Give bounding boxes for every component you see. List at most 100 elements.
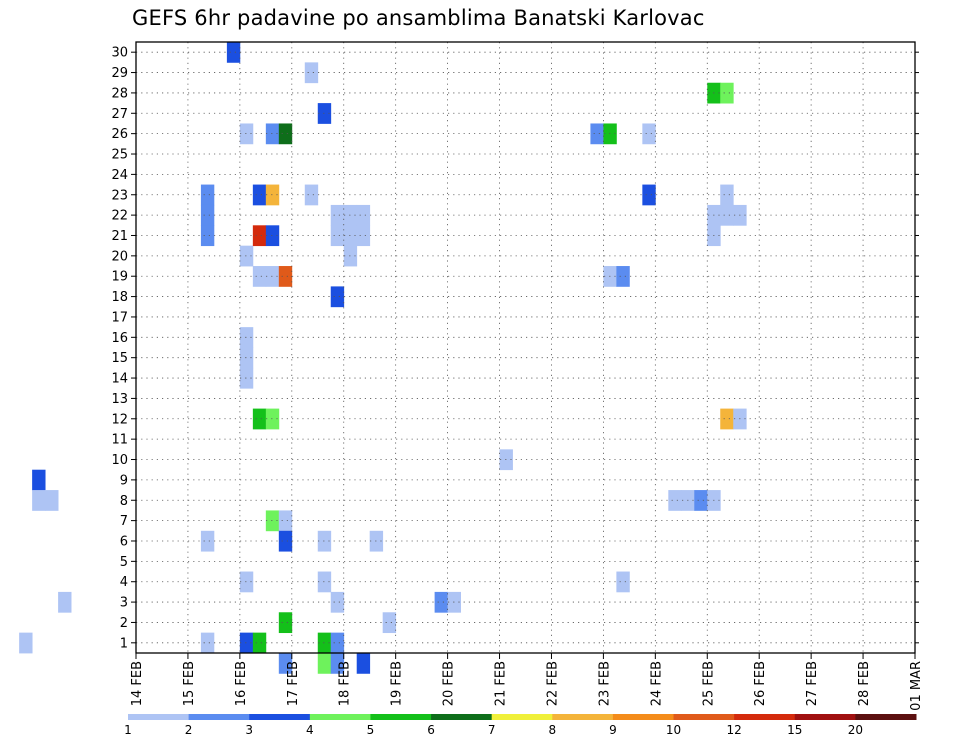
y-tick-label: 26 [111, 127, 128, 142]
legend-label: 3 [245, 723, 253, 737]
precip-cell [265, 123, 280, 145]
precip-cell [616, 571, 630, 593]
precip-cell [200, 530, 215, 552]
y-tick-label: 8 [120, 494, 128, 509]
legend-label: 4 [306, 723, 314, 737]
y-tick-label: 25 [111, 148, 128, 163]
legend-label: 7 [488, 723, 496, 737]
legend-swatch [128, 714, 190, 720]
precip-cell [278, 266, 293, 287]
precip-cell [668, 490, 682, 511]
precip-cell [330, 204, 345, 226]
precip-cell [200, 184, 215, 206]
legend-swatch [673, 714, 735, 720]
x-tick-label: 24 FEB [649, 661, 664, 706]
y-tick-label: 15 [111, 351, 128, 366]
precip-cell [252, 225, 267, 247]
precip-cell [252, 184, 267, 206]
legend-swatch [309, 714, 371, 720]
precip-cell [265, 408, 280, 430]
x-tick-label: 17 FEB [286, 661, 301, 706]
precip-cell [317, 103, 332, 124]
precip-cell [616, 266, 630, 287]
legend-label: 15 [787, 723, 802, 737]
precip-cell [239, 347, 254, 369]
y-tick-label: 5 [120, 555, 128, 570]
precip-cell [278, 123, 293, 145]
precip-cell [265, 225, 280, 247]
precip-cell [356, 204, 371, 226]
y-tick-label: 14 [111, 372, 128, 387]
precip-cell [239, 367, 254, 389]
y-tick-label: 9 [120, 473, 128, 488]
x-tick-label: 21 FEB [494, 661, 509, 706]
legend-swatch [491, 714, 553, 720]
x-tick-label: 27 FEB [805, 661, 820, 706]
legend-label: 20 [848, 723, 863, 737]
precip-cell [720, 204, 734, 226]
y-tick-label: 27 [111, 107, 128, 122]
x-tick-label: 16 FEB [234, 661, 249, 706]
y-tick-label: 29 [111, 66, 128, 81]
legend-label: 8 [548, 723, 556, 737]
precip-cell [330, 591, 345, 613]
x-tick-label: 01 MAR [909, 661, 924, 711]
precip-cell [356, 225, 371, 247]
y-tick-label: 23 [111, 188, 128, 203]
x-tick-label: 19 FEB [390, 661, 405, 706]
x-tick-label: 20 FEB [442, 661, 457, 706]
precip-cell [343, 245, 358, 267]
precip-cell [317, 571, 332, 593]
precip-cell [304, 62, 319, 84]
precip-cell [304, 184, 319, 206]
y-tick-label: 22 [111, 209, 128, 224]
precip-cell [278, 510, 293, 532]
precip-cell [58, 591, 72, 613]
precip-cell [434, 591, 448, 613]
y-tick-label: 11 [111, 433, 128, 448]
legend-label: 5 [367, 723, 375, 737]
y-tick-label: 16 [111, 331, 128, 346]
legend-swatch [855, 714, 917, 720]
legend-swatch [188, 714, 250, 720]
precip-cell [19, 632, 33, 654]
precip-cell [720, 184, 734, 206]
precip-cell [226, 42, 241, 63]
legend-swatch [612, 714, 675, 720]
x-tick-label: 14 FEB [130, 661, 145, 706]
x-tick-label: 26 FEB [753, 661, 768, 706]
y-tick-label: 13 [111, 392, 128, 407]
precip-cell [265, 184, 280, 206]
y-tick-label: 4 [120, 575, 128, 590]
precip-cell [239, 245, 254, 267]
precip-cell [642, 184, 656, 206]
y-tick-label: 21 [111, 229, 128, 244]
precip-cell [317, 632, 332, 654]
precip-cell [45, 490, 59, 511]
chart-title: GEFS 6hr padavine po ansamblima Banatski… [132, 6, 705, 30]
precip-cell [720, 82, 734, 104]
legend-swatch [734, 714, 796, 720]
legend-swatch [370, 714, 432, 720]
precip-cell [252, 266, 267, 287]
precip-cell [265, 510, 280, 532]
x-tick-label: 23 FEB [597, 661, 612, 706]
precip-cell [239, 632, 254, 654]
x-tick-label: 28 FEB [857, 661, 872, 706]
precip-cell [330, 632, 345, 654]
precip-cell [239, 123, 254, 145]
precip-cell [32, 469, 46, 491]
y-tick-label: 6 [120, 534, 128, 549]
precip-cell [200, 204, 215, 226]
precip-cell [694, 490, 708, 511]
y-tick-label: 10 [111, 453, 128, 468]
legend-swatch [249, 714, 311, 720]
y-tick-label: 19 [111, 270, 128, 285]
precip-cell [265, 266, 280, 287]
x-tick-label: 18 FEB [338, 661, 353, 706]
precip-cell [200, 632, 215, 654]
precip-cell [252, 408, 267, 430]
y-tick-label: 1 [120, 636, 128, 651]
precip-cell [32, 490, 46, 511]
